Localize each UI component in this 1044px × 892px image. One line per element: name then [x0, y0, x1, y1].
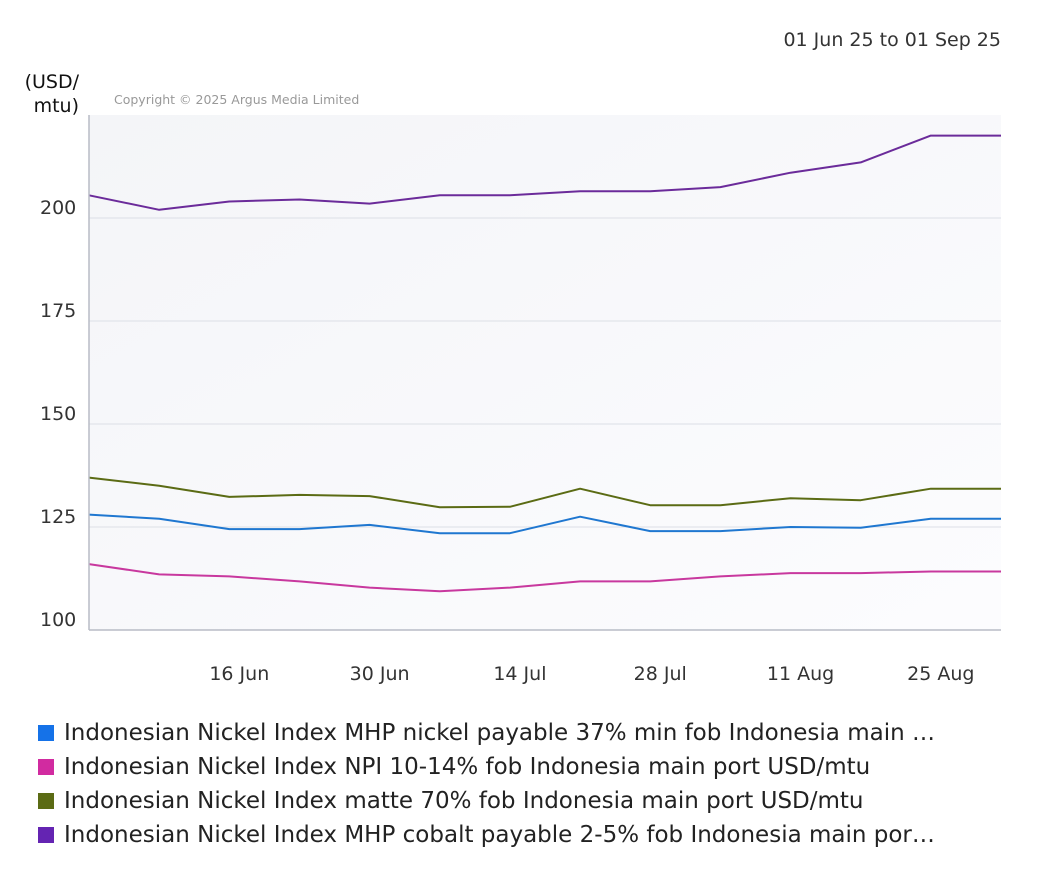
legend-label: Indonesian Nickel Index NPI 10-14% fob I…: [64, 754, 871, 780]
x-tick-label: 16 Jun: [209, 663, 269, 685]
legend-swatch-icon: [38, 725, 54, 741]
x-tick-label: 11 Aug: [767, 663, 834, 685]
y-axis-ticks: 100 125 150 175 200: [40, 197, 76, 631]
legend-swatch-icon: [38, 827, 54, 843]
legend-label: Indonesian Nickel Index MHP nickel payab…: [64, 720, 935, 746]
y-tick-label: 100: [40, 609, 76, 631]
legend-swatch-icon: [38, 793, 54, 809]
y-tick-label: 125: [40, 506, 76, 528]
line-chart: 01 Jun 25 to 01 Sep 25 (USD/ mtu) Copyri…: [25, 29, 1001, 685]
legend-item-2[interactable]: Indonesian Nickel Index NPI 10-14% fob I…: [38, 750, 1028, 784]
legend-item-1[interactable]: Indonesian Nickel Index MHP nickel payab…: [38, 716, 1028, 750]
series-line-3[interactable]: [88, 476, 1001, 509]
series-lines: [88, 134, 1001, 593]
series-line-1[interactable]: [88, 513, 1001, 535]
x-tick-label: 25 Aug: [907, 663, 974, 685]
series-line-2[interactable]: [88, 563, 1001, 593]
y-axis-unit-line-2: mtu): [34, 95, 79, 117]
legend-label: Indonesian Nickel Index MHP cobalt payab…: [64, 822, 935, 848]
y-tick-label: 150: [40, 403, 76, 425]
x-tick-label: 28 Jul: [634, 663, 687, 685]
legend-swatch-icon: [38, 759, 54, 775]
x-axis-ticks: 16 Jun 30 Jun 14 Jul 28 Jul 11 Aug 25 Aug: [209, 663, 974, 685]
legend-item-4[interactable]: Indonesian Nickel Index MHP cobalt payab…: [38, 818, 1028, 852]
series-line-4[interactable]: [88, 134, 1001, 211]
legend-item-3[interactable]: Indonesian Nickel Index matte 70% fob In…: [38, 784, 1028, 818]
x-tick-label: 30 Jun: [350, 663, 410, 685]
legend: Indonesian Nickel Index MHP nickel payab…: [38, 716, 1028, 852]
copyright-notice: Copyright © 2025 Argus Media Limited: [114, 92, 359, 107]
date-range-label: 01 Jun 25 to 01 Sep 25: [783, 29, 1001, 51]
y-tick-label: 200: [40, 197, 76, 219]
x-tick-label: 14 Jul: [493, 663, 546, 685]
legend-label: Indonesian Nickel Index matte 70% fob In…: [64, 788, 864, 814]
y-tick-label: 175: [40, 300, 76, 322]
y-axis-unit-line-1: (USD/: [25, 71, 80, 93]
